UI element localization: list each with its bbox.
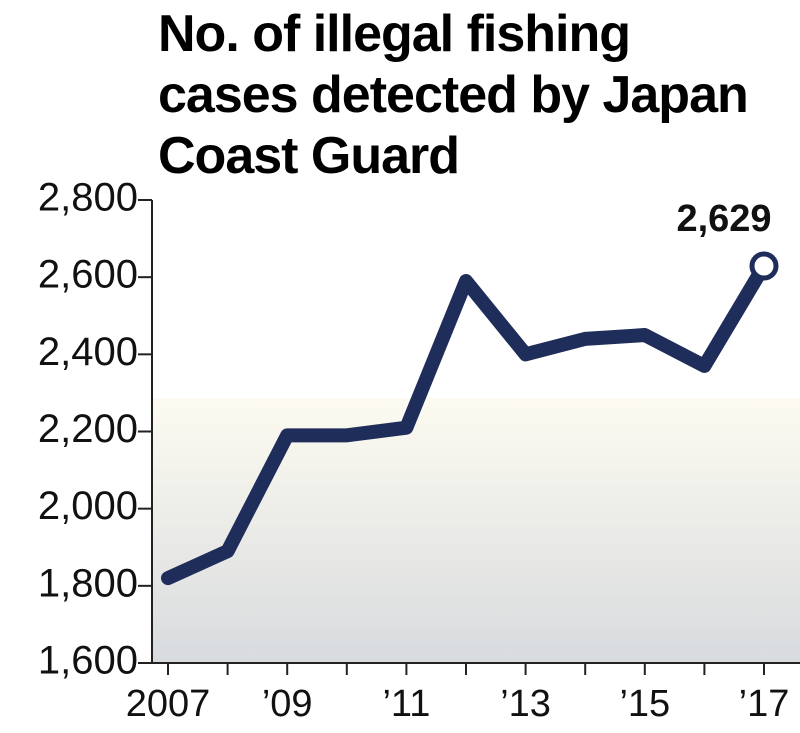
y-tick-label: 2,400 xyxy=(38,330,138,374)
y-tick-label: 2,600 xyxy=(38,253,138,297)
y-tick-label: 2,800 xyxy=(38,176,138,220)
value-label: 2,629 xyxy=(676,198,771,240)
line xyxy=(161,258,771,586)
highlight-point xyxy=(749,251,779,281)
x-tick-label: ’11 xyxy=(382,683,430,725)
y-tick-label: 1,600 xyxy=(38,639,138,683)
x-tick-label: ’09 xyxy=(262,683,313,725)
y-tick-label: 2,200 xyxy=(38,407,138,451)
y-tick-label: 2,000 xyxy=(38,484,138,528)
chart-title: No. of illegal fishing cases detected by… xyxy=(158,5,749,185)
x-tick-label: ’15 xyxy=(619,683,670,725)
background xyxy=(152,398,800,663)
y-tick-label: 1,800 xyxy=(38,561,138,605)
x-tick-label: ’17 xyxy=(739,683,790,725)
x-tick-label: ’13 xyxy=(500,683,551,725)
x-tick-label: 2007 xyxy=(126,683,211,725)
